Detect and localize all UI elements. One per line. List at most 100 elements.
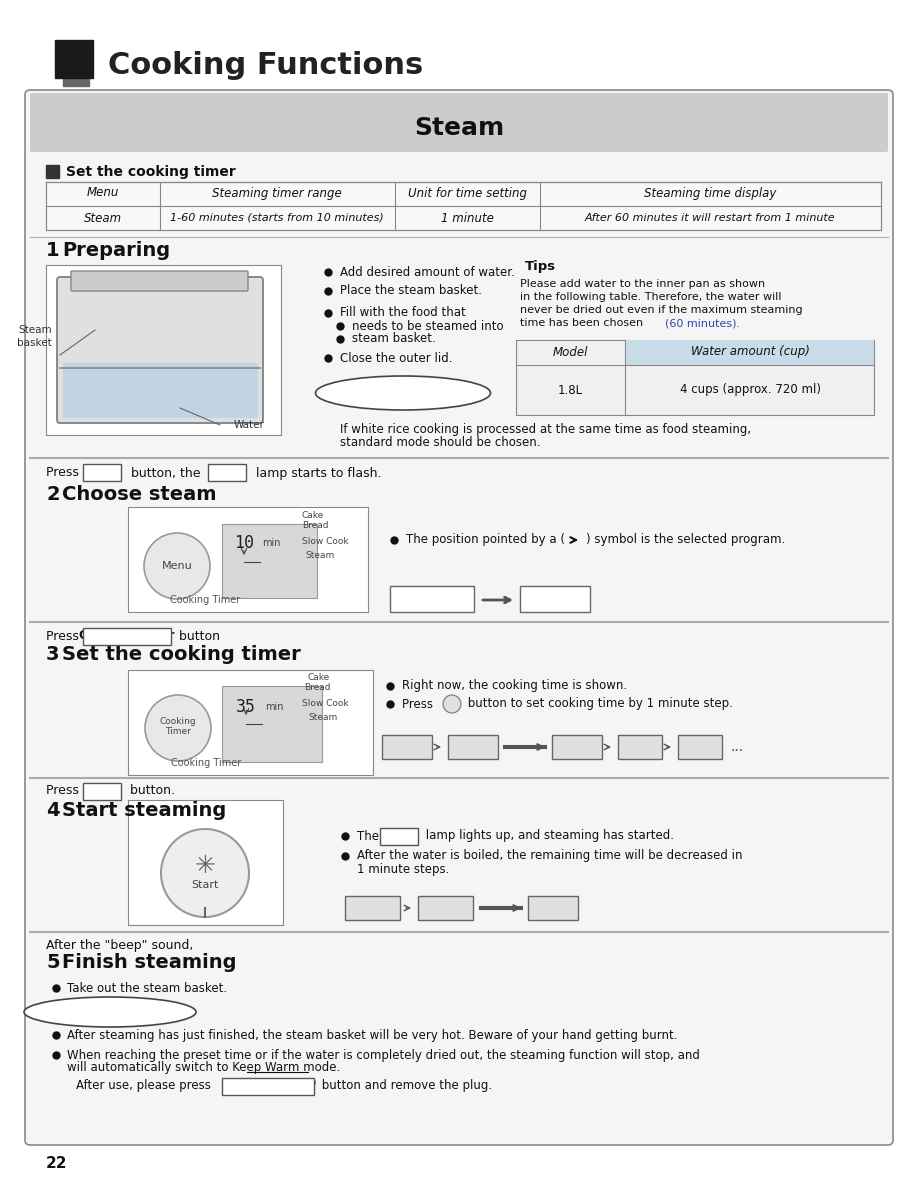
Text: 5: 5 bbox=[46, 953, 60, 972]
Text: Steaming time display: Steaming time display bbox=[644, 187, 777, 200]
Text: Start: Start bbox=[210, 467, 244, 480]
Text: Bread: Bread bbox=[304, 683, 330, 693]
Text: Water: Water bbox=[234, 421, 265, 430]
Text: After use, please press: After use, please press bbox=[76, 1080, 215, 1093]
Text: button: button bbox=[175, 630, 220, 643]
Bar bbox=[222, 524, 317, 598]
FancyBboxPatch shape bbox=[25, 90, 893, 1145]
Bar bbox=[208, 465, 246, 481]
Text: 1: 1 bbox=[46, 241, 60, 260]
Text: Start: Start bbox=[85, 784, 118, 797]
Text: 4 cups (approx. 720 ml): 4 cups (approx. 720 ml) bbox=[679, 384, 821, 397]
Bar bbox=[83, 628, 171, 645]
Text: Steam: Steam bbox=[84, 211, 122, 225]
Text: Fill with the food that: Fill with the food that bbox=[340, 307, 465, 320]
Text: Start: Start bbox=[382, 829, 416, 842]
Text: 10: 10 bbox=[234, 533, 254, 552]
Text: 1: 1 bbox=[629, 740, 635, 753]
Text: After the "beep" sound,: After the "beep" sound, bbox=[46, 939, 194, 952]
Text: Set the cooking timer: Set the cooking timer bbox=[66, 165, 236, 179]
Text: 35: 35 bbox=[236, 699, 256, 716]
Text: 1.8L: 1.8L bbox=[557, 384, 583, 397]
Text: needs to be steamed into: needs to be steamed into bbox=[352, 320, 504, 333]
Text: button.: button. bbox=[126, 784, 175, 797]
Text: min: min bbox=[409, 745, 423, 753]
FancyBboxPatch shape bbox=[57, 277, 263, 423]
Ellipse shape bbox=[24, 997, 196, 1026]
Text: Take out the steam basket.: Take out the steam basket. bbox=[67, 981, 227, 994]
Text: 34: 34 bbox=[425, 902, 439, 915]
Text: Cake: Cake bbox=[302, 512, 324, 520]
Text: After the water is boiled, the remaining time will be decreased in: After the water is boiled, the remaining… bbox=[357, 849, 743, 862]
Text: steam basket.: steam basket. bbox=[352, 333, 436, 346]
Text: min: min bbox=[645, 745, 659, 753]
Text: Water amount (cup): Water amount (cup) bbox=[690, 346, 810, 359]
Text: 35: 35 bbox=[352, 902, 366, 915]
Text: Cake: Cake bbox=[308, 674, 330, 682]
Bar bbox=[382, 735, 432, 759]
Bar bbox=[46, 182, 881, 230]
Bar bbox=[128, 800, 283, 925]
Text: Steaming timer range: Steaming timer range bbox=[212, 187, 341, 200]
Text: min: min bbox=[265, 702, 284, 712]
Text: Steam: Steam bbox=[308, 714, 337, 722]
Bar bbox=[678, 735, 722, 759]
Text: lamp lights up, and steaming has started.: lamp lights up, and steaming has started… bbox=[422, 829, 674, 842]
Text: 1-60 minutes (starts from 10 minutes): 1-60 minutes (starts from 10 minutes) bbox=[170, 213, 384, 223]
Text: 1 minute: 1 minute bbox=[441, 211, 494, 225]
Text: Steam: Steam bbox=[534, 594, 577, 607]
Text: 2: 2 bbox=[46, 485, 60, 504]
Ellipse shape bbox=[316, 375, 490, 410]
Text: Slow Cook: Slow Cook bbox=[302, 537, 349, 546]
Text: Start: Start bbox=[191, 880, 218, 890]
Bar bbox=[55, 40, 93, 78]
Bar bbox=[552, 735, 602, 759]
Text: min: min bbox=[579, 745, 594, 753]
Text: After steaming has just finished, the steam basket will be very hot. Beware of y: After steaming has just finished, the st… bbox=[67, 1029, 677, 1042]
Text: Menu: Menu bbox=[84, 467, 120, 480]
Text: 10: 10 bbox=[389, 740, 403, 753]
Text: Steam: Steam bbox=[18, 326, 52, 335]
Text: Slow Cook: Slow Cook bbox=[402, 594, 463, 607]
Text: basket: basket bbox=[17, 339, 52, 348]
Text: Please add water to the inner pan as shown: Please add water to the inner pan as sho… bbox=[520, 279, 765, 289]
Text: 11: 11 bbox=[455, 740, 469, 753]
Text: Cooking Timer: Cooking Timer bbox=[171, 758, 241, 767]
Text: min: min bbox=[555, 905, 569, 915]
Text: Menu: Menu bbox=[87, 187, 119, 200]
Text: Add desired amount of water.: Add desired amount of water. bbox=[340, 265, 515, 278]
Circle shape bbox=[443, 695, 461, 713]
Text: button to set cooking time by 1 minute step.: button to set cooking time by 1 minute s… bbox=[464, 697, 733, 710]
Text: Press: Press bbox=[46, 630, 83, 643]
Text: never be dried out even if the maximum steaming: never be dried out even if the maximum s… bbox=[520, 305, 802, 315]
Text: The: The bbox=[357, 829, 383, 842]
Text: Place the steam basket.: Place the steam basket. bbox=[340, 284, 482, 297]
Bar bbox=[520, 586, 590, 612]
Text: Cooking Timer: Cooking Timer bbox=[170, 595, 241, 605]
Text: Press: Press bbox=[402, 697, 437, 710]
Bar bbox=[390, 586, 474, 612]
Text: min: min bbox=[372, 905, 386, 915]
Text: Cooking Functions: Cooking Functions bbox=[108, 51, 423, 81]
Text: Bread: Bread bbox=[302, 522, 329, 531]
Text: Steam: Steam bbox=[305, 551, 334, 561]
Text: C: C bbox=[450, 697, 453, 702]
Text: 1 minute steps.: 1 minute steps. bbox=[357, 864, 450, 877]
Text: Timer: Timer bbox=[165, 727, 191, 737]
Bar bbox=[528, 896, 578, 920]
Text: Cooking: Cooking bbox=[160, 718, 196, 727]
Circle shape bbox=[145, 695, 211, 762]
Text: (60 minutes).: (60 minutes). bbox=[665, 318, 740, 328]
Text: Keep Warm/Off: Keep Warm/Off bbox=[220, 1081, 316, 1091]
Text: 60: 60 bbox=[559, 740, 573, 753]
Bar bbox=[128, 670, 373, 775]
FancyBboxPatch shape bbox=[30, 93, 888, 152]
Text: PRECAUTIONS: PRECAUTIONS bbox=[356, 386, 450, 399]
Text: If white rice cooking is processed at the same time as food steaming,: If white rice cooking is processed at th… bbox=[340, 423, 751, 436]
Text: lamp starts to flash.: lamp starts to flash. bbox=[252, 467, 382, 480]
Text: Steam: Steam bbox=[414, 116, 504, 140]
Bar bbox=[83, 783, 121, 800]
Bar bbox=[618, 735, 662, 759]
Bar bbox=[46, 165, 59, 178]
Text: 2: 2 bbox=[688, 740, 696, 753]
